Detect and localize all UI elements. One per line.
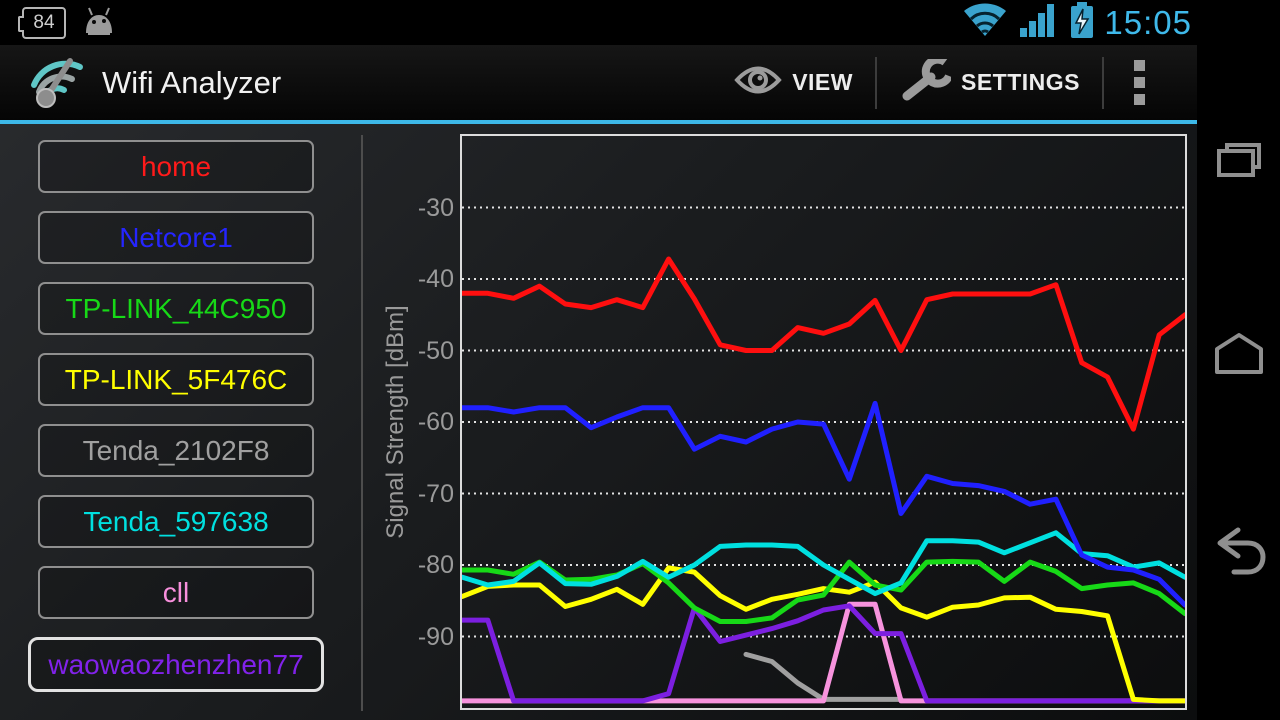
y-tick-label--50: -50 — [417, 336, 454, 365]
y-tick-label--70: -70 — [417, 479, 454, 508]
series-line-home — [462, 256, 1185, 432]
action-bar-divider — [874, 56, 877, 109]
network-button-tp-link-5f476c[interactable]: TP-LINK_5F476C — [38, 353, 314, 406]
cell-signal-icon — [1018, 2, 1060, 43]
action-bar: Wifi Analyzer VIEW — [0, 45, 1197, 124]
battery-charging-icon — [1069, 1, 1095, 44]
y-tick-label--30: -30 — [417, 193, 454, 222]
home-button[interactable] — [1213, 330, 1265, 381]
back-button[interactable] — [1210, 524, 1268, 583]
clock-text: 15:05 — [1104, 3, 1192, 41]
sidebar-chart-divider — [361, 135, 363, 711]
network-list-sidebar: home Netcore1 TP-LINK_44C950 TP-LINK_5F476C… — [0, 124, 360, 720]
overflow-square — [1134, 77, 1145, 88]
y-tick-label--80: -80 — [417, 551, 454, 579]
series-line-cll — [462, 601, 1185, 704]
recent-apps-button[interactable] — [1214, 140, 1264, 187]
network-button-tp-link-44c950[interactable]: TP-LINK_44C950 — [38, 282, 314, 335]
app-logo-wifi-analyzer-icon — [26, 51, 88, 114]
network-button-cll[interactable]: cll — [38, 566, 314, 619]
series-line-tp-link-44c950 — [462, 558, 1185, 624]
battery-level-indicator-icon: 84 — [18, 6, 66, 39]
app-title: Wifi Analyzer — [102, 64, 282, 100]
status-bar-right: 15:05 — [961, 1, 1280, 44]
wrench-icon — [899, 55, 953, 106]
eye-icon — [734, 64, 782, 101]
y-tick-label--60: -60 — [417, 408, 454, 436]
y-tick-label--40: -40 — [417, 265, 454, 293]
overflow-square — [1134, 60, 1145, 71]
overflow-menu-button[interactable] — [1104, 60, 1163, 105]
view-label: VIEW — [792, 69, 853, 95]
status-bar: 84 — [0, 0, 1280, 45]
action-bar-divider — [1102, 56, 1104, 109]
network-button-waowaozhenzhen77[interactable]: waowaozhenzhen77 — [28, 637, 324, 692]
view-button[interactable]: VIEW — [712, 51, 875, 115]
android-mascot-icon — [80, 5, 118, 45]
settings-label: SETTINGS — [960, 69, 1080, 95]
series-line-tenda-597638 — [462, 530, 1185, 597]
settings-button[interactable]: SETTINGS — [877, 51, 1102, 115]
status-bar-left: 84 — [0, 5, 118, 45]
network-button-home[interactable]: home — [38, 140, 314, 193]
network-button-netcore1[interactable]: Netcore1 — [38, 211, 314, 264]
overflow-square — [1134, 94, 1145, 105]
series-line-tp-link-5f476c — [462, 565, 1185, 704]
action-bar-actions: VIEW SETTINGS — [712, 51, 1197, 115]
main-content: home Netcore1 TP-LINK_44C950 TP-LINK_5F476C… — [0, 124, 1197, 720]
home-icon — [1213, 333, 1265, 380]
network-button-tenda-597638[interactable]: Tenda_597638 — [38, 495, 314, 548]
network-button-tenda-2102f8[interactable]: Tenda_2102F8 — [38, 424, 314, 477]
time-graph-chart — [460, 134, 1187, 710]
series-line-netcore1 — [462, 400, 1185, 608]
battery-percent-text: 84 — [33, 11, 55, 33]
y-tick-label--90: -90 — [417, 622, 454, 651]
recent-apps-icon — [1214, 143, 1264, 186]
series-line-waowaozhenzhen77 — [462, 603, 1185, 704]
chart-canvas — [462, 206, 1185, 704]
back-icon — [1210, 527, 1268, 582]
navigation-bar — [1197, 0, 1280, 720]
wifi-status-icon — [961, 2, 1009, 43]
